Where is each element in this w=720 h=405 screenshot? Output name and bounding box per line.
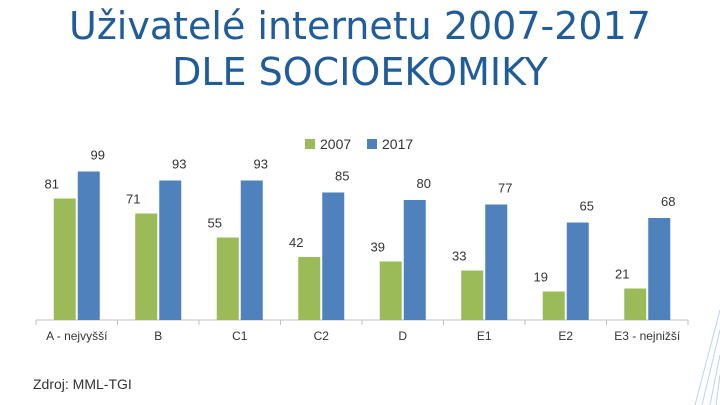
data-label-2017-4: 85 <box>335 169 349 184</box>
legend-swatch-2017 <box>367 139 377 149</box>
legend-label-2017: 2017 <box>382 136 413 152</box>
category-label-2: B <box>154 329 162 343</box>
title-line-2: DLE SOCIOEKOMIKY <box>172 50 548 94</box>
category-label-6: E1 <box>477 329 492 343</box>
bar-2017-8 <box>648 218 671 320</box>
source-note: Zdroj: MML-TGI <box>33 376 132 392</box>
bar-2017-7 <box>566 222 589 320</box>
data-label-2017-5: 80 <box>417 176 431 191</box>
data-label-2007-2: 71 <box>126 192 140 207</box>
data-label-2017-6: 77 <box>498 181 512 196</box>
bar-2007-8 <box>624 288 647 320</box>
bar-2007-7 <box>542 291 565 320</box>
bar-2017-2 <box>159 180 182 320</box>
category-label-7: E2 <box>558 329 573 343</box>
legend-swatch-2007 <box>305 139 315 149</box>
bar-2017-1 <box>77 171 100 320</box>
bar-2007-2 <box>135 213 158 320</box>
category-label-8: E3 - nejnižší <box>614 329 681 343</box>
data-label-2007-3: 55 <box>208 216 222 231</box>
category-label-5: D <box>398 329 407 343</box>
bar-2007-3 <box>216 237 239 320</box>
data-label-2007-5: 39 <box>371 240 385 255</box>
title-line-1: Uživatelé internetu 2007-2017 <box>69 4 651 48</box>
category-label-4: C2 <box>314 329 330 343</box>
data-label-2007-7: 19 <box>534 270 548 285</box>
bar-2017-5 <box>403 200 426 320</box>
legend-label-2007: 2007 <box>320 136 351 152</box>
decorative-lines-icon <box>694 309 720 405</box>
data-label-2007-6: 33 <box>452 249 466 264</box>
bar-2017-4 <box>322 192 345 320</box>
bar-2007-1 <box>53 198 76 320</box>
data-label-2007-4: 42 <box>289 235 303 250</box>
data-label-2017-2: 93 <box>172 157 186 172</box>
bar-2007-6 <box>461 270 484 320</box>
data-label-2017-7: 65 <box>580 199 594 214</box>
bar-2007-4 <box>298 257 321 320</box>
data-label-2007-1: 81 <box>45 177 59 192</box>
data-label-2017-8: 68 <box>661 194 675 209</box>
data-label-2017-1: 99 <box>91 148 105 163</box>
data-label-2007-8: 21 <box>615 267 629 282</box>
data-label-2017-3: 93 <box>254 157 268 172</box>
category-label-1: A - nejvyšší <box>46 329 108 343</box>
bar-2007-5 <box>379 261 402 320</box>
category-label-3: C1 <box>232 329 248 343</box>
bar-2017-6 <box>485 204 508 320</box>
bar-2017-3 <box>240 180 263 320</box>
